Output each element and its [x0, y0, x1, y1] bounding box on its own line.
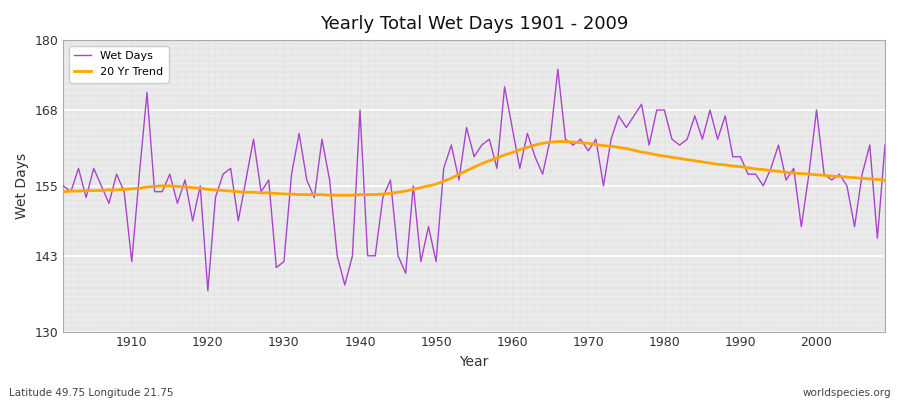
20 Yr Trend [507, 150, 517, 155]
20 Yr Trend [613, 145, 624, 150]
Line: 20 Yr Trend: 20 Yr Trend [63, 142, 885, 195]
X-axis label: Year: Year [460, 355, 489, 369]
Wet Days [339, 282, 350, 287]
20 Yr Trend [58, 189, 68, 194]
Wet Days [507, 125, 517, 130]
Wet Days [613, 114, 624, 118]
Wet Days [119, 189, 130, 194]
Wet Days [202, 288, 213, 293]
20 Yr Trend [553, 139, 563, 144]
20 Yr Trend [339, 193, 350, 198]
Wet Days [58, 184, 68, 188]
Wet Days [879, 143, 890, 148]
20 Yr Trend [119, 187, 130, 192]
Wet Days [515, 166, 526, 171]
Wet Days [293, 131, 304, 136]
Title: Yearly Total Wet Days 1901 - 2009: Yearly Total Wet Days 1901 - 2009 [320, 15, 628, 33]
Y-axis label: Wet Days: Wet Days [15, 153, 29, 219]
Text: worldspecies.org: worldspecies.org [803, 388, 891, 398]
Legend: Wet Days, 20 Yr Trend: Wet Days, 20 Yr Trend [68, 46, 168, 82]
20 Yr Trend [879, 178, 890, 182]
20 Yr Trend [515, 147, 526, 152]
20 Yr Trend [286, 192, 297, 196]
20 Yr Trend [324, 193, 335, 198]
Wet Days [553, 67, 563, 72]
Line: Wet Days: Wet Days [63, 69, 885, 291]
Text: Latitude 49.75 Longitude 21.75: Latitude 49.75 Longitude 21.75 [9, 388, 174, 398]
